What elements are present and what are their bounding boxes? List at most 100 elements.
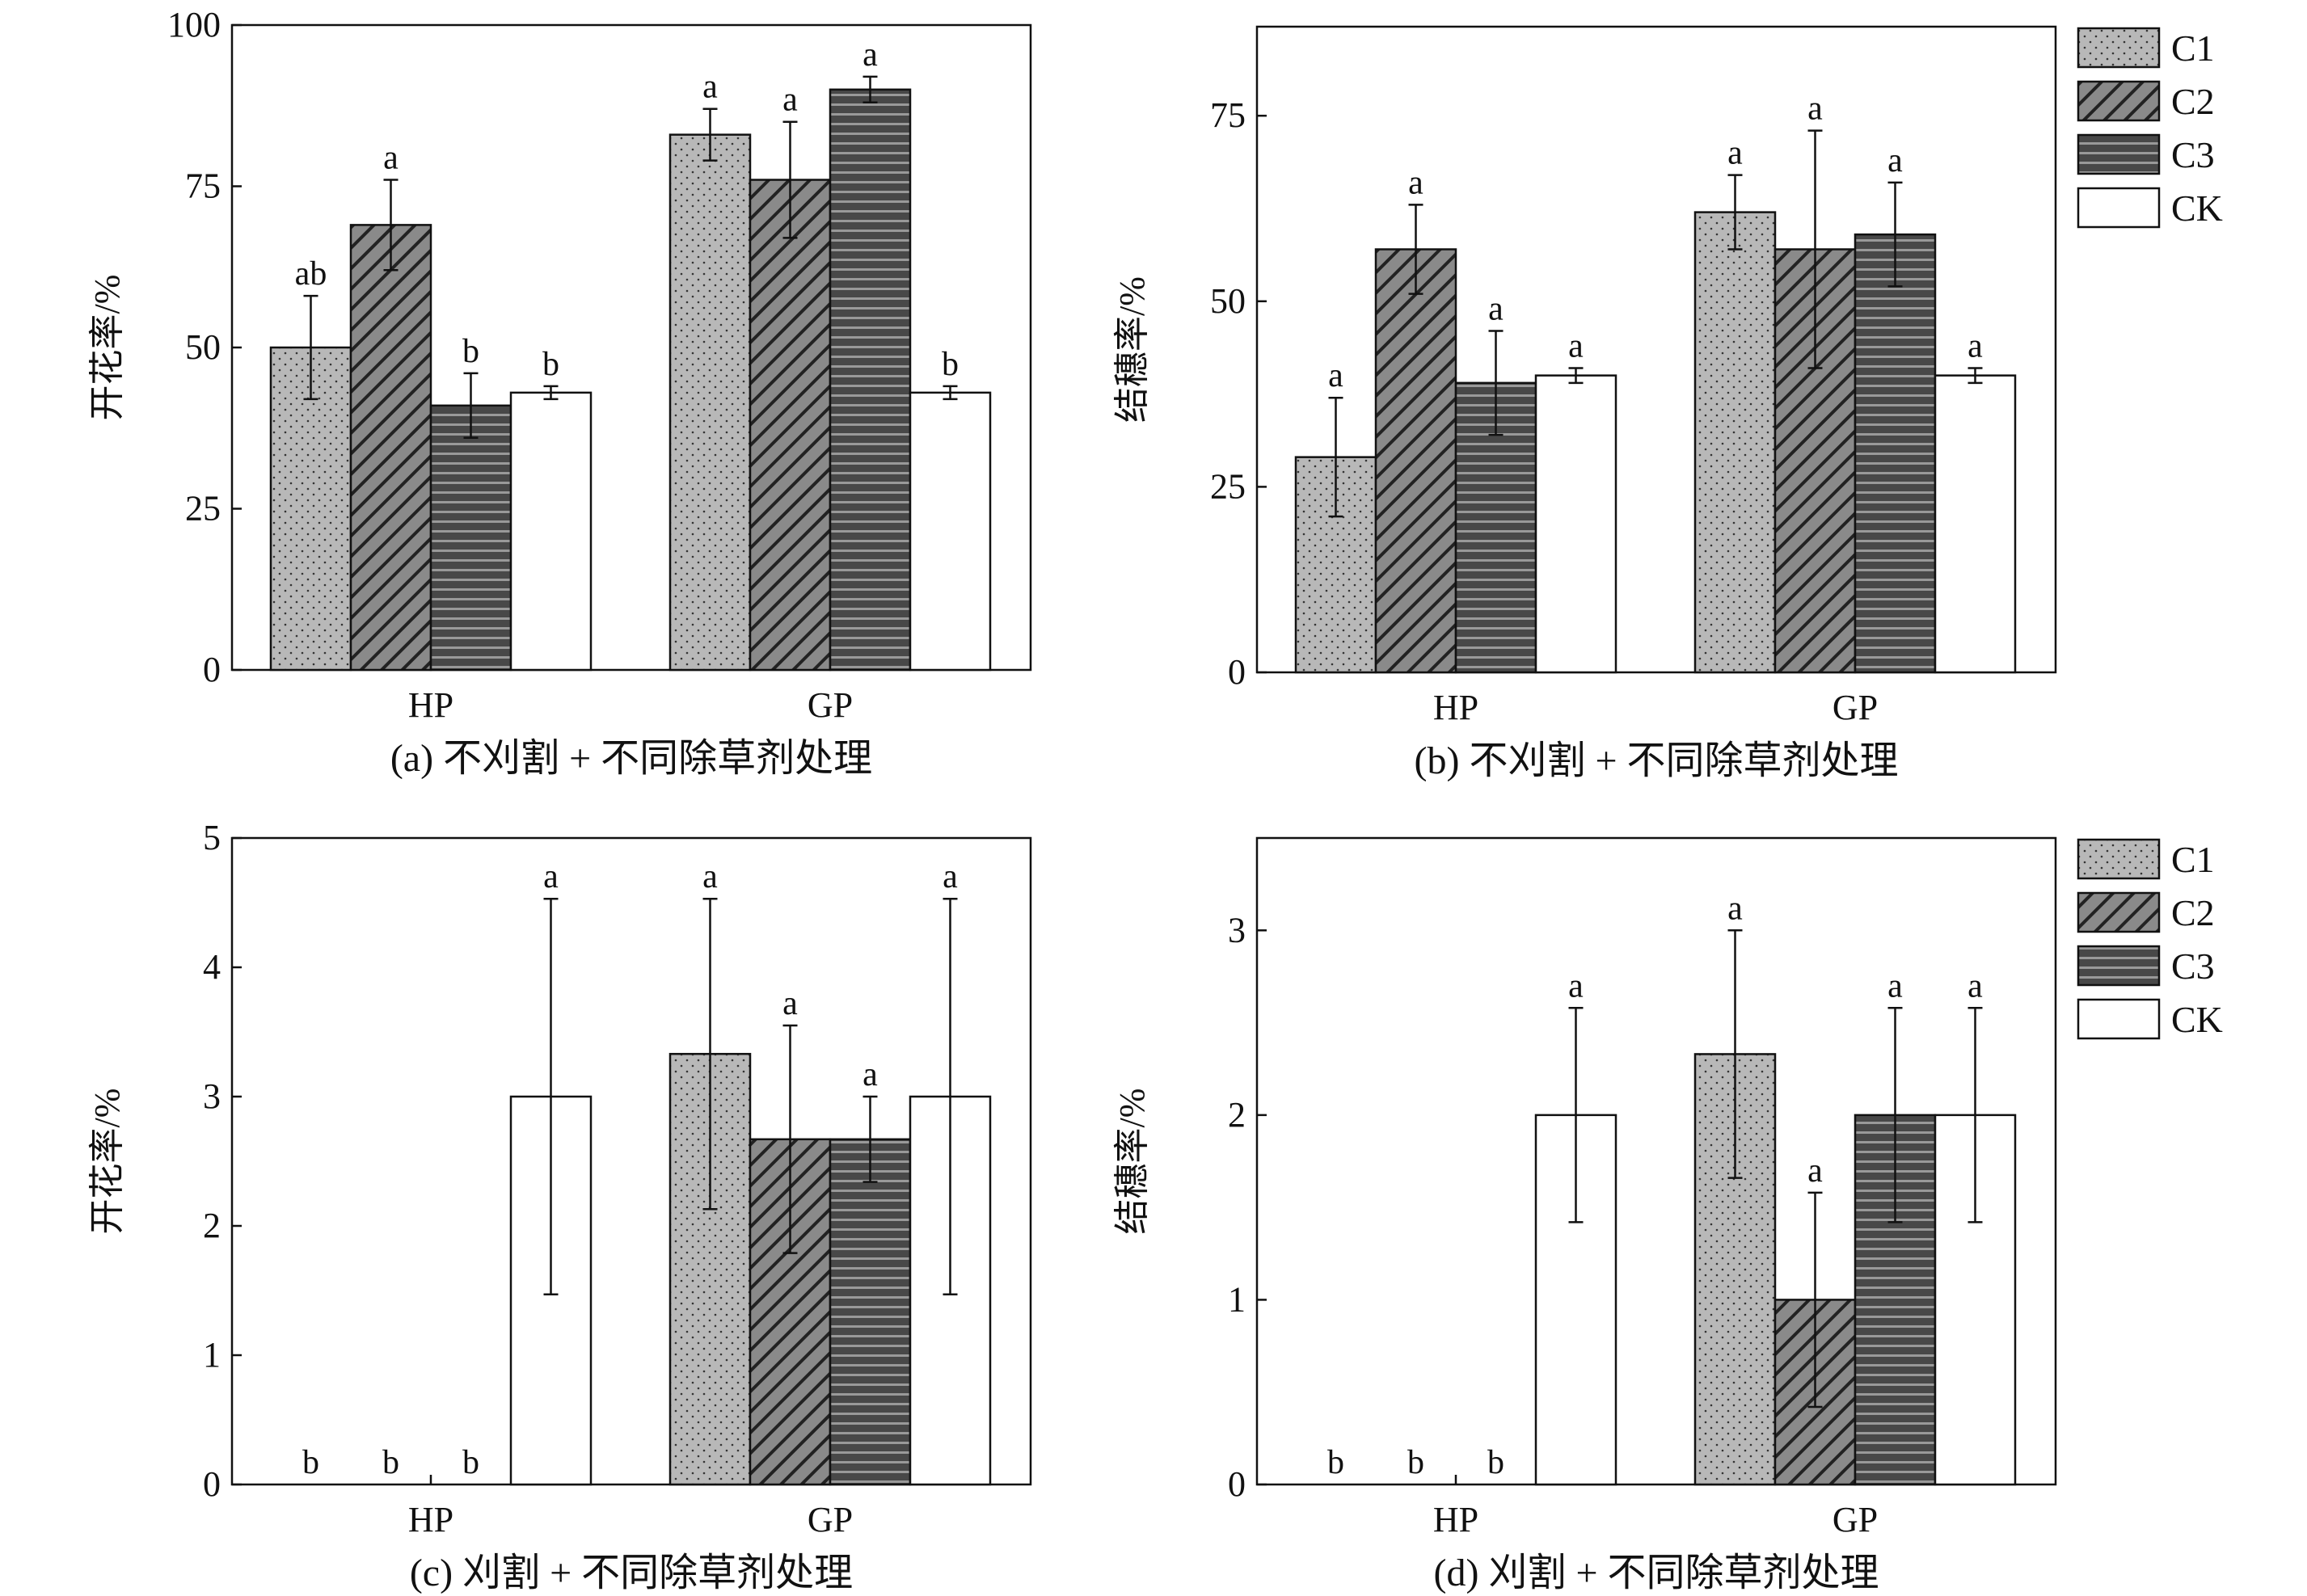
x-tick-label: GP <box>808 1500 853 1539</box>
significance-letter: a <box>1967 327 1983 364</box>
y-tick-label: 0 <box>203 650 221 689</box>
significance-letter: a <box>1807 1152 1823 1190</box>
y-tick-label: 0 <box>203 1464 221 1504</box>
y-tick-label: 75 <box>1210 95 1246 135</box>
y-tick-label: 25 <box>1210 466 1246 506</box>
significance-letter: b <box>462 1444 479 1481</box>
significance-letter: a <box>1727 135 1743 172</box>
significance-letter: b <box>942 346 959 383</box>
x-tick-label: GP <box>1833 688 1878 727</box>
x-tick-label: HP <box>1433 688 1478 727</box>
bar-C2-HP <box>349 224 432 672</box>
significance-letter: a <box>1568 327 1584 364</box>
significance-letter: b <box>382 1444 399 1481</box>
legend-swatch-C2 <box>2077 80 2161 122</box>
significance-letter: ab <box>295 255 327 293</box>
legend-label-C2: C2 <box>2171 81 2215 122</box>
y-axis-label: 结穗率/% <box>1112 1089 1152 1235</box>
significance-letter: a <box>702 858 718 895</box>
bar-CK-GP <box>1934 374 2017 674</box>
legend-swatch-C3 <box>2077 945 2161 987</box>
significance-letter: a <box>1887 142 1903 179</box>
y-tick-label: 1 <box>203 1335 221 1375</box>
legend: C1 C2 C3 CK <box>2077 838 2223 1040</box>
significance-letter: b <box>1487 1444 1504 1481</box>
y-axis-label: 开花率/% <box>87 1089 127 1235</box>
y-tick-label: 0 <box>1228 652 1246 692</box>
significance-letter: b <box>462 333 479 370</box>
legend: C1 C2 C3 CK <box>2077 27 2223 229</box>
legend-label-C2: C2 <box>2171 892 2215 933</box>
y-tick-label: 1 <box>1228 1279 1246 1319</box>
panel-caption: (b) 不刈割 + 不同除草剂处理 <box>1414 739 1898 782</box>
y-tick-label: 5 <box>203 818 221 857</box>
panel-caption: (c) 刈割 + 不同除草剂处理 <box>410 1552 853 1594</box>
significance-letter: a <box>782 82 798 119</box>
legend-label-C1: C1 <box>2171 27 2215 69</box>
plot-frame <box>1255 836 2057 1486</box>
significance-letter: a <box>1408 164 1423 201</box>
bar-C2-HP <box>1374 248 1457 674</box>
bar-C1-GP <box>668 133 752 672</box>
y-tick-label: 2 <box>1228 1095 1246 1135</box>
significance-letter: a <box>702 69 718 106</box>
y-axis-label: 开花率/% <box>87 275 127 421</box>
legend-label-C1: C1 <box>2171 839 2215 880</box>
bar-C3-GP <box>1854 233 1937 674</box>
legend-swatch-C1 <box>2077 838 2161 880</box>
y-tick-label: 3 <box>1228 910 1246 950</box>
significance-letter: a <box>1328 357 1343 394</box>
bar-CK-HP <box>509 391 593 672</box>
significance-letter: a <box>943 858 958 895</box>
legend-swatch-C1 <box>2077 27 2161 69</box>
y-tick-label: 2 <box>203 1206 221 1245</box>
y-tick-label: 75 <box>185 166 221 206</box>
y-axis-label: 结穗率/% <box>1112 276 1152 423</box>
significance-letter: b <box>1407 1444 1424 1481</box>
y-tick-label: 4 <box>203 947 221 987</box>
bar-C3-GP <box>829 1138 912 1486</box>
significance-letter: a <box>543 858 559 895</box>
x-tick-label: HP <box>408 685 453 725</box>
bar-C3-GP <box>829 88 912 672</box>
plot-frame <box>230 836 1032 1486</box>
x-tick-label: HP <box>408 1500 453 1539</box>
x-tick-label: GP <box>808 685 853 725</box>
panel-caption: (a) 不刈割 + 不同除草剂处理 <box>390 737 872 780</box>
significance-letter: a <box>862 36 878 74</box>
legend-swatch-CK <box>2077 998 2161 1040</box>
significance-letter: a <box>1568 967 1584 1004</box>
y-tick-label: 25 <box>185 489 221 528</box>
legend-swatch-C3 <box>2077 133 2161 175</box>
significance-letter: a <box>383 140 399 177</box>
bar-C2-GP <box>749 179 832 672</box>
y-tick-label: 100 <box>167 5 221 44</box>
significance-letter: b <box>302 1444 319 1481</box>
significance-letter: a <box>1887 967 1903 1004</box>
significance-letter: a <box>1727 890 1743 927</box>
bar-C3-HP <box>429 404 512 672</box>
y-tick-label: 50 <box>185 327 221 367</box>
significance-letter: a <box>862 1056 878 1093</box>
y-tick-label: 3 <box>203 1076 221 1116</box>
legend-label-CK: CK <box>2171 999 2223 1040</box>
legend-swatch-CK <box>2077 187 2161 229</box>
plot-frame <box>1255 25 2057 674</box>
significance-letter: b <box>542 346 559 383</box>
bar-CK-GP <box>909 391 992 672</box>
x-tick-label: GP <box>1833 1500 1878 1539</box>
panel-caption: (d) 刈割 + 不同除草剂处理 <box>1433 1552 1879 1594</box>
legend-swatch-C2 <box>2077 891 2161 933</box>
chart-panel-1: 0 25 50 75 结穗率/% HP a a a a GP a a a a (b) 不刈割 + 不同除草剂处… <box>1112 25 2223 782</box>
significance-letter: a <box>1807 91 1823 128</box>
legend-label-CK: CK <box>2171 187 2223 229</box>
bar-CK-HP <box>1534 374 1617 674</box>
significance-letter: a <box>1967 967 1983 1004</box>
significance-letter: a <box>782 985 798 1022</box>
bar-C1-GP <box>1693 211 1777 674</box>
legend-label-C3: C3 <box>2171 945 2215 987</box>
